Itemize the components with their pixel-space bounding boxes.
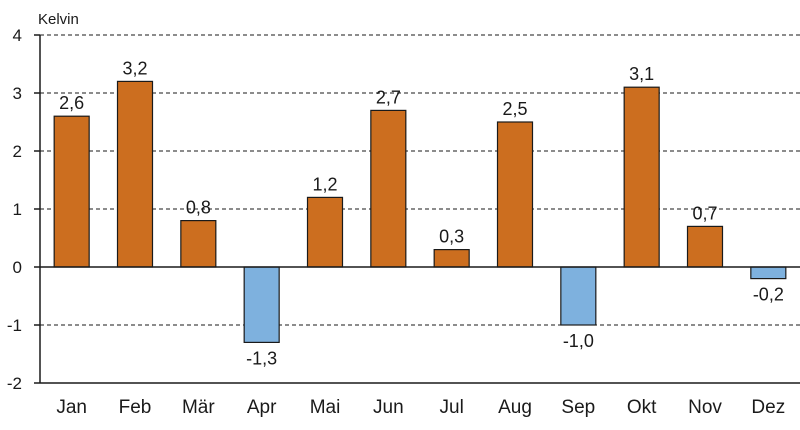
bars [53, 80, 787, 344]
axes [34, 34, 800, 384]
data-label: 3,2 [122, 58, 147, 78]
data-label: 1,2 [312, 174, 337, 194]
data-label: -1,0 [563, 331, 594, 351]
x-tick-label: Jan [56, 397, 87, 418]
y-axis-label: Kelvin [38, 11, 79, 28]
data-label: -0,2 [753, 285, 784, 305]
y-tick-label: -1 [7, 316, 22, 335]
data-label: 3,1 [629, 64, 654, 84]
x-tick-label: Okt [627, 397, 657, 418]
bar-Aug [496, 121, 534, 268]
x-tick-label: Jul [440, 397, 464, 418]
y-tick-label: 0 [13, 258, 22, 277]
x-tick-label: Jun [373, 397, 404, 418]
data-labels: 2,6 3,2 0,8 -1,3 1,2 2,7 0,3 2,5 -1,0 3,1 0,7 -0,2 [59, 58, 784, 368]
data-label: 0,7 [692, 203, 717, 223]
y-tick-label: 2 [13, 142, 22, 161]
x-tick-label: Feb [119, 397, 152, 418]
bar-Feb [116, 80, 154, 268]
bar-Mär [180, 220, 217, 268]
data-label: 2,7 [376, 87, 401, 107]
y-tick-label: 1 [13, 200, 22, 219]
bar-Jun [370, 109, 407, 268]
gridlines [40, 34, 800, 326]
x-tick-label: Mai [310, 397, 341, 418]
bar-Nov [686, 225, 724, 268]
x-tick-labels: Jan Feb Mär Apr Mai Jun Jul Aug Sep Okt Nov Dez [56, 397, 785, 418]
y-tick-label: 3 [13, 84, 22, 103]
bar-Dez [750, 266, 787, 280]
bar-Apr [243, 266, 280, 344]
x-tick-label: Apr [247, 397, 277, 418]
bar-Jul [433, 249, 470, 268]
bar-Mai [306, 196, 344, 268]
bar-Jan [53, 115, 90, 268]
data-label: 2,6 [59, 93, 84, 113]
data-label: -1,3 [246, 348, 277, 368]
bar-Okt [623, 86, 660, 268]
data-label: 2,5 [502, 99, 527, 119]
data-label: 0,3 [439, 227, 464, 247]
x-tick-label: Mär [182, 397, 215, 418]
bar-Sep [560, 266, 597, 326]
y-tick-label: -2 [7, 374, 22, 393]
x-tick-label: Nov [688, 397, 722, 418]
x-tick-label: Dez [751, 397, 785, 418]
y-tick-label: 4 [13, 26, 22, 45]
data-label: 0,8 [186, 198, 211, 218]
x-tick-label: Sep [561, 397, 595, 418]
x-tick-label: Aug [498, 397, 532, 418]
y-tick-labels: -2 -1 0 1 2 3 4 [7, 26, 22, 393]
